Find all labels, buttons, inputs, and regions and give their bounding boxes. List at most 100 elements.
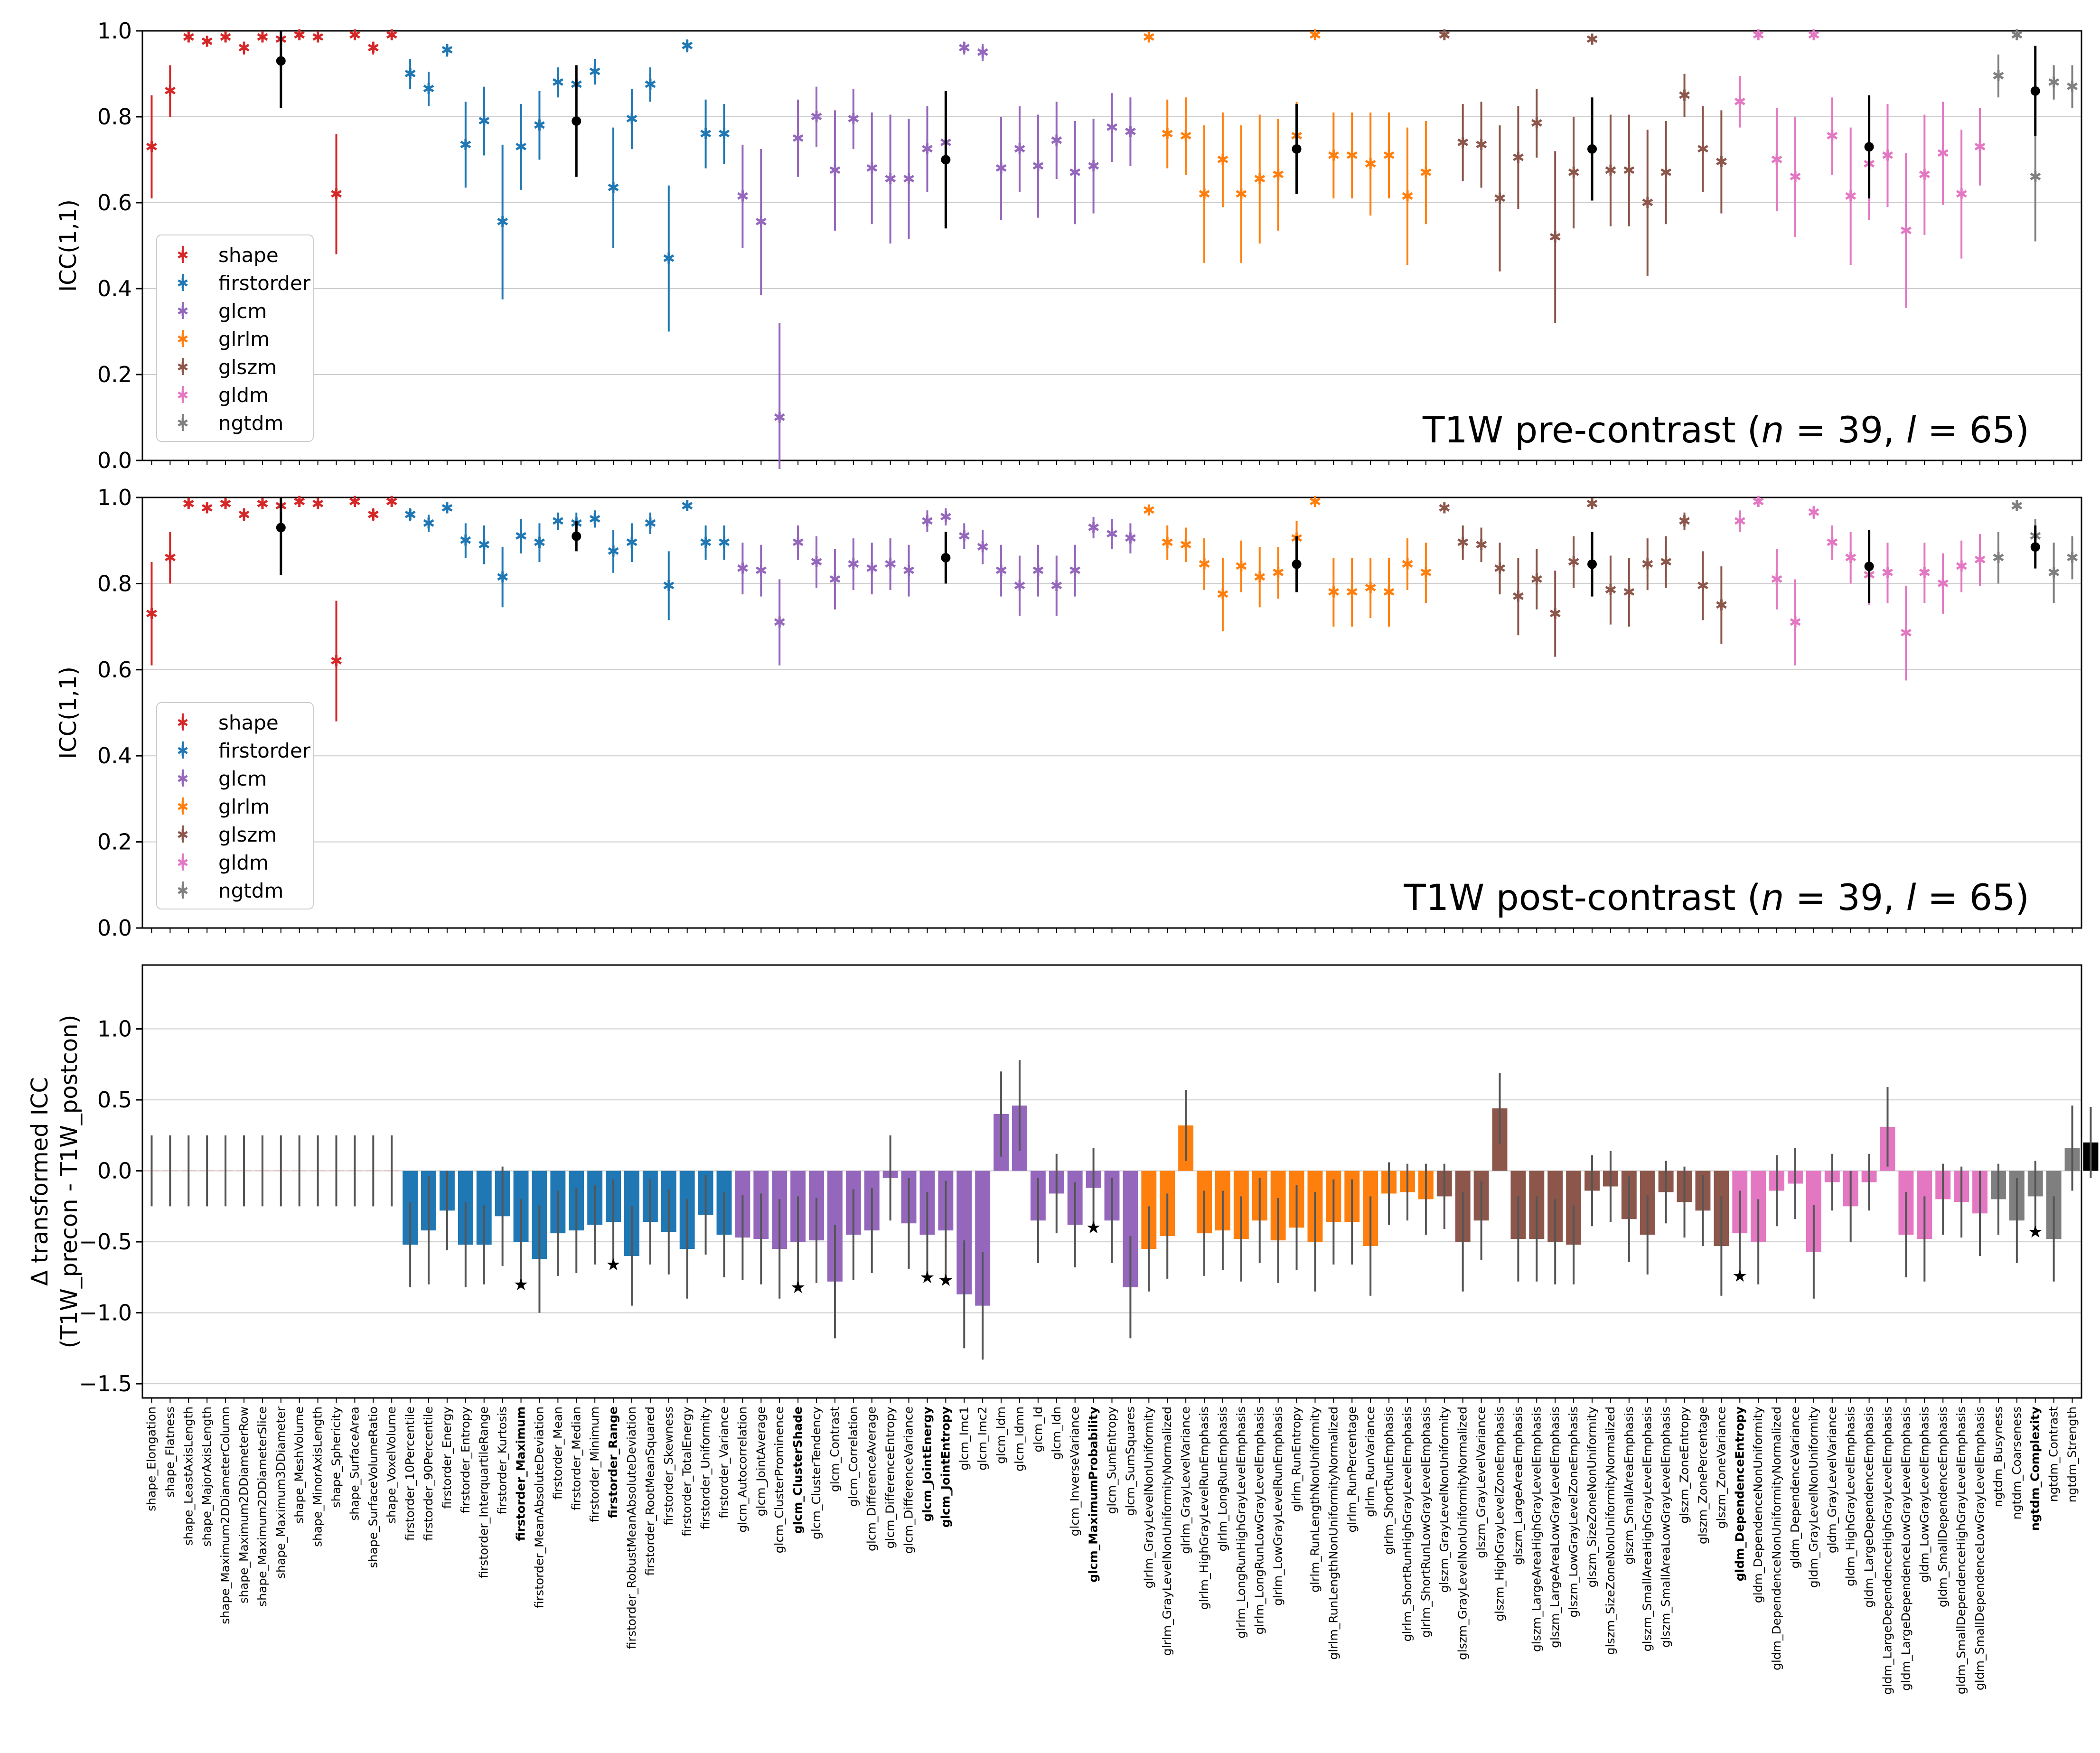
- feature-label: ngtdm_Busyness: [1991, 1406, 2005, 1507]
- panel-title: T1W post-contrast (n = 39, l = 65): [1403, 876, 2029, 919]
- data-point: ✱: [2010, 26, 2023, 44]
- feature-label: glszm_GrayLevelVariance: [1474, 1406, 1488, 1558]
- axes-frame: [141, 497, 2082, 929]
- data-point: ✱: [1087, 157, 1100, 175]
- data-point: ✱: [496, 568, 509, 586]
- data-point: ✱: [1567, 164, 1580, 182]
- feature-label: glcm_DifferenceEntropy: [883, 1406, 897, 1549]
- legend-label: glszm: [218, 356, 277, 379]
- data-point: ✱: [1900, 624, 1912, 642]
- data-point: ✱: [1549, 228, 1562, 246]
- data-point: ✱: [1031, 157, 1044, 175]
- data-point: ✱: [1253, 568, 1266, 586]
- data-point: ✱: [847, 555, 860, 573]
- data-point: ✱: [1253, 170, 1266, 188]
- data-point: ✱: [1937, 144, 1950, 162]
- data-point: ✱: [1622, 583, 1635, 601]
- data-point: ✱: [1881, 146, 1894, 164]
- legend-marker: ✱: [177, 771, 188, 787]
- feature-label: firstorder_Variance: [717, 1406, 731, 1519]
- data-point: ✱: [718, 534, 731, 552]
- data-point: ✱: [1235, 185, 1247, 203]
- data-point: ✱: [1401, 187, 1414, 205]
- class-mean-point: [276, 56, 286, 66]
- data-point: ✱: [589, 510, 601, 528]
- data-point: ✱: [1383, 583, 1396, 601]
- feature-label: glszm_LargeAreaLowGrayLevelEmphasis: [1548, 1406, 1562, 1648]
- data-point: ✱: [976, 43, 989, 61]
- feature-label: shape_MeshVolume: [292, 1406, 306, 1524]
- data-point: ✱: [902, 562, 915, 580]
- feature-label: shape_MinorAxisLength: [311, 1406, 325, 1547]
- feature-label: glszm_SmallAreaHighGrayLevelEmphasis: [1641, 1406, 1654, 1651]
- data-point: ✱: [293, 26, 306, 44]
- data-point: ✱: [1419, 564, 1432, 582]
- data-point: ✱: [662, 577, 675, 595]
- data-point: ✱: [1217, 585, 1229, 603]
- feature-label: glrlm_GrayLevelNonUniformityNormalized: [1160, 1406, 1174, 1656]
- class-mean-point: [1292, 559, 1302, 569]
- y-tick-label: 1.0: [97, 1016, 132, 1042]
- data-point: ✱: [311, 495, 324, 513]
- data-point: ✱: [1327, 583, 1340, 601]
- feature-label: firstorder_RobustMeanAbsoluteDeviation: [625, 1406, 638, 1649]
- y-axis-label: ICC(1,1): [55, 199, 82, 292]
- legend-marker: ✱: [177, 715, 188, 731]
- data-point: ✱: [644, 75, 656, 94]
- data-point: ✱: [662, 250, 675, 268]
- feature-label: glszm_LargeAreaHighGrayLevelEmphasis: [1529, 1406, 1543, 1652]
- data-point: ✱: [1789, 613, 1802, 631]
- axes-frame: [141, 964, 2082, 1399]
- data-point: ✱: [1807, 504, 1820, 522]
- data-point: ✱: [939, 508, 952, 526]
- feature-label: glcm_InverseVariance: [1068, 1406, 1082, 1537]
- data-point: ✱: [1512, 149, 1525, 167]
- feature-label: gldm_SmallDependenceHighGrayLevelEmphasi…: [1954, 1406, 1968, 1694]
- legend-label: ngtdm: [218, 879, 283, 902]
- data-point: ✱: [2066, 78, 2079, 96]
- feature-label: glrlm_LongRunEmphasis: [1216, 1406, 1229, 1552]
- data-point: ✱: [1659, 164, 1672, 182]
- feature-label: shape_Elongation: [144, 1406, 158, 1511]
- data-point: ✱: [533, 116, 546, 134]
- y-axis-label: ICC(1,1): [55, 666, 82, 759]
- data-point: ✱: [1900, 222, 1912, 240]
- data-point: ✱: [182, 495, 195, 513]
- legend-marker: ✱: [177, 799, 188, 816]
- data-point: ✱: [755, 213, 768, 231]
- feature-label: shape_Maximum2DDiameterSlice: [255, 1406, 269, 1607]
- class-mean-point: [2030, 86, 2040, 96]
- data-point: ✱: [367, 39, 380, 57]
- legend-marker: ✱: [177, 743, 188, 759]
- significance-star: ★: [513, 1275, 528, 1294]
- data-point: ✱: [681, 497, 694, 515]
- feature-label: glszm_ZoneEntropy: [1678, 1406, 1691, 1524]
- data-point: ✱: [1031, 562, 1044, 580]
- feature-label: ngtdm_Coarseness: [2010, 1406, 2024, 1519]
- y-tick-label: 0.4: [97, 276, 132, 301]
- feature-label: firstorder_Entropy: [459, 1406, 472, 1513]
- feature-label: gldm_SmallDependenceEmphasis: [1936, 1406, 1950, 1607]
- data-point: ✱: [293, 493, 306, 511]
- feature-tick-labels: shape_Elongation shape_Flatness shape_Leas…: [144, 1406, 2079, 1695]
- y-tick-label: 0.2: [97, 362, 132, 387]
- y-tick-label: 1.0: [97, 485, 132, 510]
- data-point: ✱: [1383, 146, 1396, 164]
- data-point: ✱: [459, 136, 472, 154]
- data-point: ✱: [736, 560, 749, 578]
- data-point: ✱: [1974, 551, 1987, 569]
- feature-label: glrlm_ShortRunLowGrayLevelEmphasis: [1419, 1406, 1433, 1638]
- axes-frame: [141, 30, 2082, 461]
- class-mean-point: [1587, 559, 1597, 569]
- panel-precon: 0.0 0.2 0.4 0.6 0.8 1.0 ✱ ✱ ✱ ✱ ✱ ✱ ✱ ✱ ✱ ✱ ✱ ✱ ✱ ✱ ✱ ✱ ✱ ✱ ✱ ✱ ✱ ✱…: [55, 18, 2082, 473]
- data-point: ✱: [1013, 577, 1026, 595]
- data-point: ✱: [201, 499, 214, 517]
- feature-label: glszm_ZoneVariance: [1714, 1406, 1728, 1528]
- data-point: ✱: [1622, 161, 1635, 179]
- data-point: ✱: [385, 493, 398, 511]
- significance-star: ★: [938, 1271, 953, 1290]
- data-point: ✱: [1050, 131, 1063, 150]
- data-point: ✱: [256, 28, 269, 47]
- feature-label: glszm_SizeZoneNonUniformityNormalized: [1603, 1406, 1617, 1655]
- data-point: ✱: [533, 534, 546, 552]
